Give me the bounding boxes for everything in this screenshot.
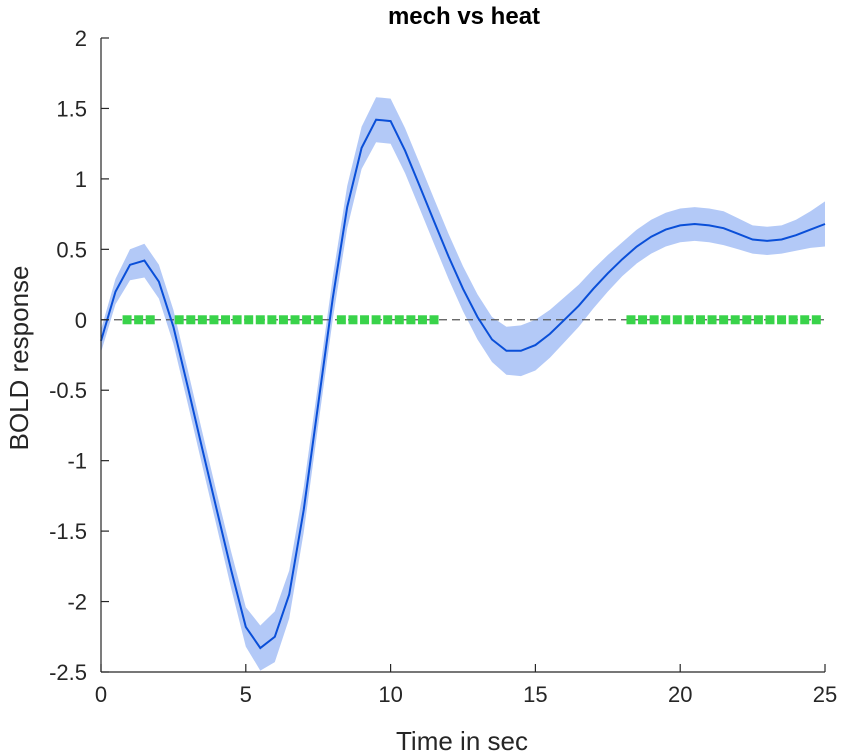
y-tick-label: 0 — [75, 308, 87, 333]
significance-marker — [406, 315, 416, 325]
significance-marker — [383, 315, 393, 325]
significance-marker — [394, 315, 404, 325]
tick-label-layer: 0 5 10 15 20 25 -2.5 -2 -1.5 -1 -0.5 0 0.5 1 1.5 2 — [49, 26, 837, 707]
significance-marker — [417, 315, 427, 325]
y-tick-label: -2.5 — [49, 660, 87, 685]
significance-marker — [788, 315, 798, 325]
significance-marker — [348, 315, 358, 325]
y-tick-label: 1 — [75, 167, 87, 192]
significance-marker — [255, 315, 265, 325]
y-tick-label: -1.5 — [49, 519, 87, 544]
significance-marker — [197, 315, 207, 325]
x-tick-label: 10 — [378, 682, 402, 707]
significance-marker — [221, 315, 231, 325]
significance-marker — [186, 315, 196, 325]
y-axis-label: BOLD response — [4, 266, 34, 451]
significance-marker — [244, 315, 254, 325]
significance-marker — [336, 315, 346, 325]
significance-marker — [661, 315, 671, 325]
significance-marker — [753, 315, 763, 325]
significance-marker — [134, 315, 144, 325]
significance-marker — [174, 315, 184, 325]
significance-marker — [695, 315, 705, 325]
significance-marker — [209, 315, 219, 325]
significance-marker — [302, 315, 312, 325]
significance-marker — [232, 315, 242, 325]
significance-marker — [672, 315, 682, 325]
x-tick-label: 5 — [240, 682, 252, 707]
chart-title: mech vs heat — [388, 3, 540, 30]
x-axis-label: Time in sec — [396, 726, 528, 755]
significance-marker — [742, 315, 752, 325]
significance-marker — [777, 315, 787, 325]
significance-marker — [429, 315, 439, 325]
mean-line-layer — [100, 118, 826, 650]
x-tick-label: 25 — [813, 682, 837, 707]
significance-marker-layer — [122, 315, 821, 325]
x-tick-label: 20 — [668, 682, 692, 707]
y-tick-label: -1 — [67, 449, 87, 474]
significance-marker — [800, 315, 810, 325]
y-tick-label: 2 — [75, 26, 87, 51]
significance-marker — [145, 315, 155, 325]
significance-marker — [730, 315, 740, 325]
y-tick-label: 0.5 — [56, 237, 87, 262]
significance-marker — [360, 315, 370, 325]
significance-marker — [811, 315, 821, 325]
x-tick-label: 15 — [523, 682, 547, 707]
y-tick-label: -2 — [67, 590, 87, 615]
significance-marker — [765, 315, 775, 325]
significance-marker — [626, 315, 636, 325]
significance-marker — [707, 315, 717, 325]
significance-marker — [649, 315, 659, 325]
significance-marker — [684, 315, 694, 325]
significance-marker — [638, 315, 648, 325]
significance-marker — [719, 315, 729, 325]
significance-marker — [371, 315, 381, 325]
y-tick-label: -0.5 — [49, 378, 87, 403]
x-tick-label: 0 — [95, 682, 107, 707]
axes-layer — [100, 37, 826, 673]
significance-marker — [313, 315, 323, 325]
mean-response-line — [100, 118, 826, 650]
significance-marker — [278, 315, 288, 325]
significance-marker — [267, 315, 277, 325]
confidence-band-layer — [101, 97, 825, 671]
significance-marker — [122, 315, 132, 325]
confidence-band — [101, 97, 825, 671]
significance-marker — [290, 315, 300, 325]
y-tick-label: 1.5 — [56, 96, 87, 121]
